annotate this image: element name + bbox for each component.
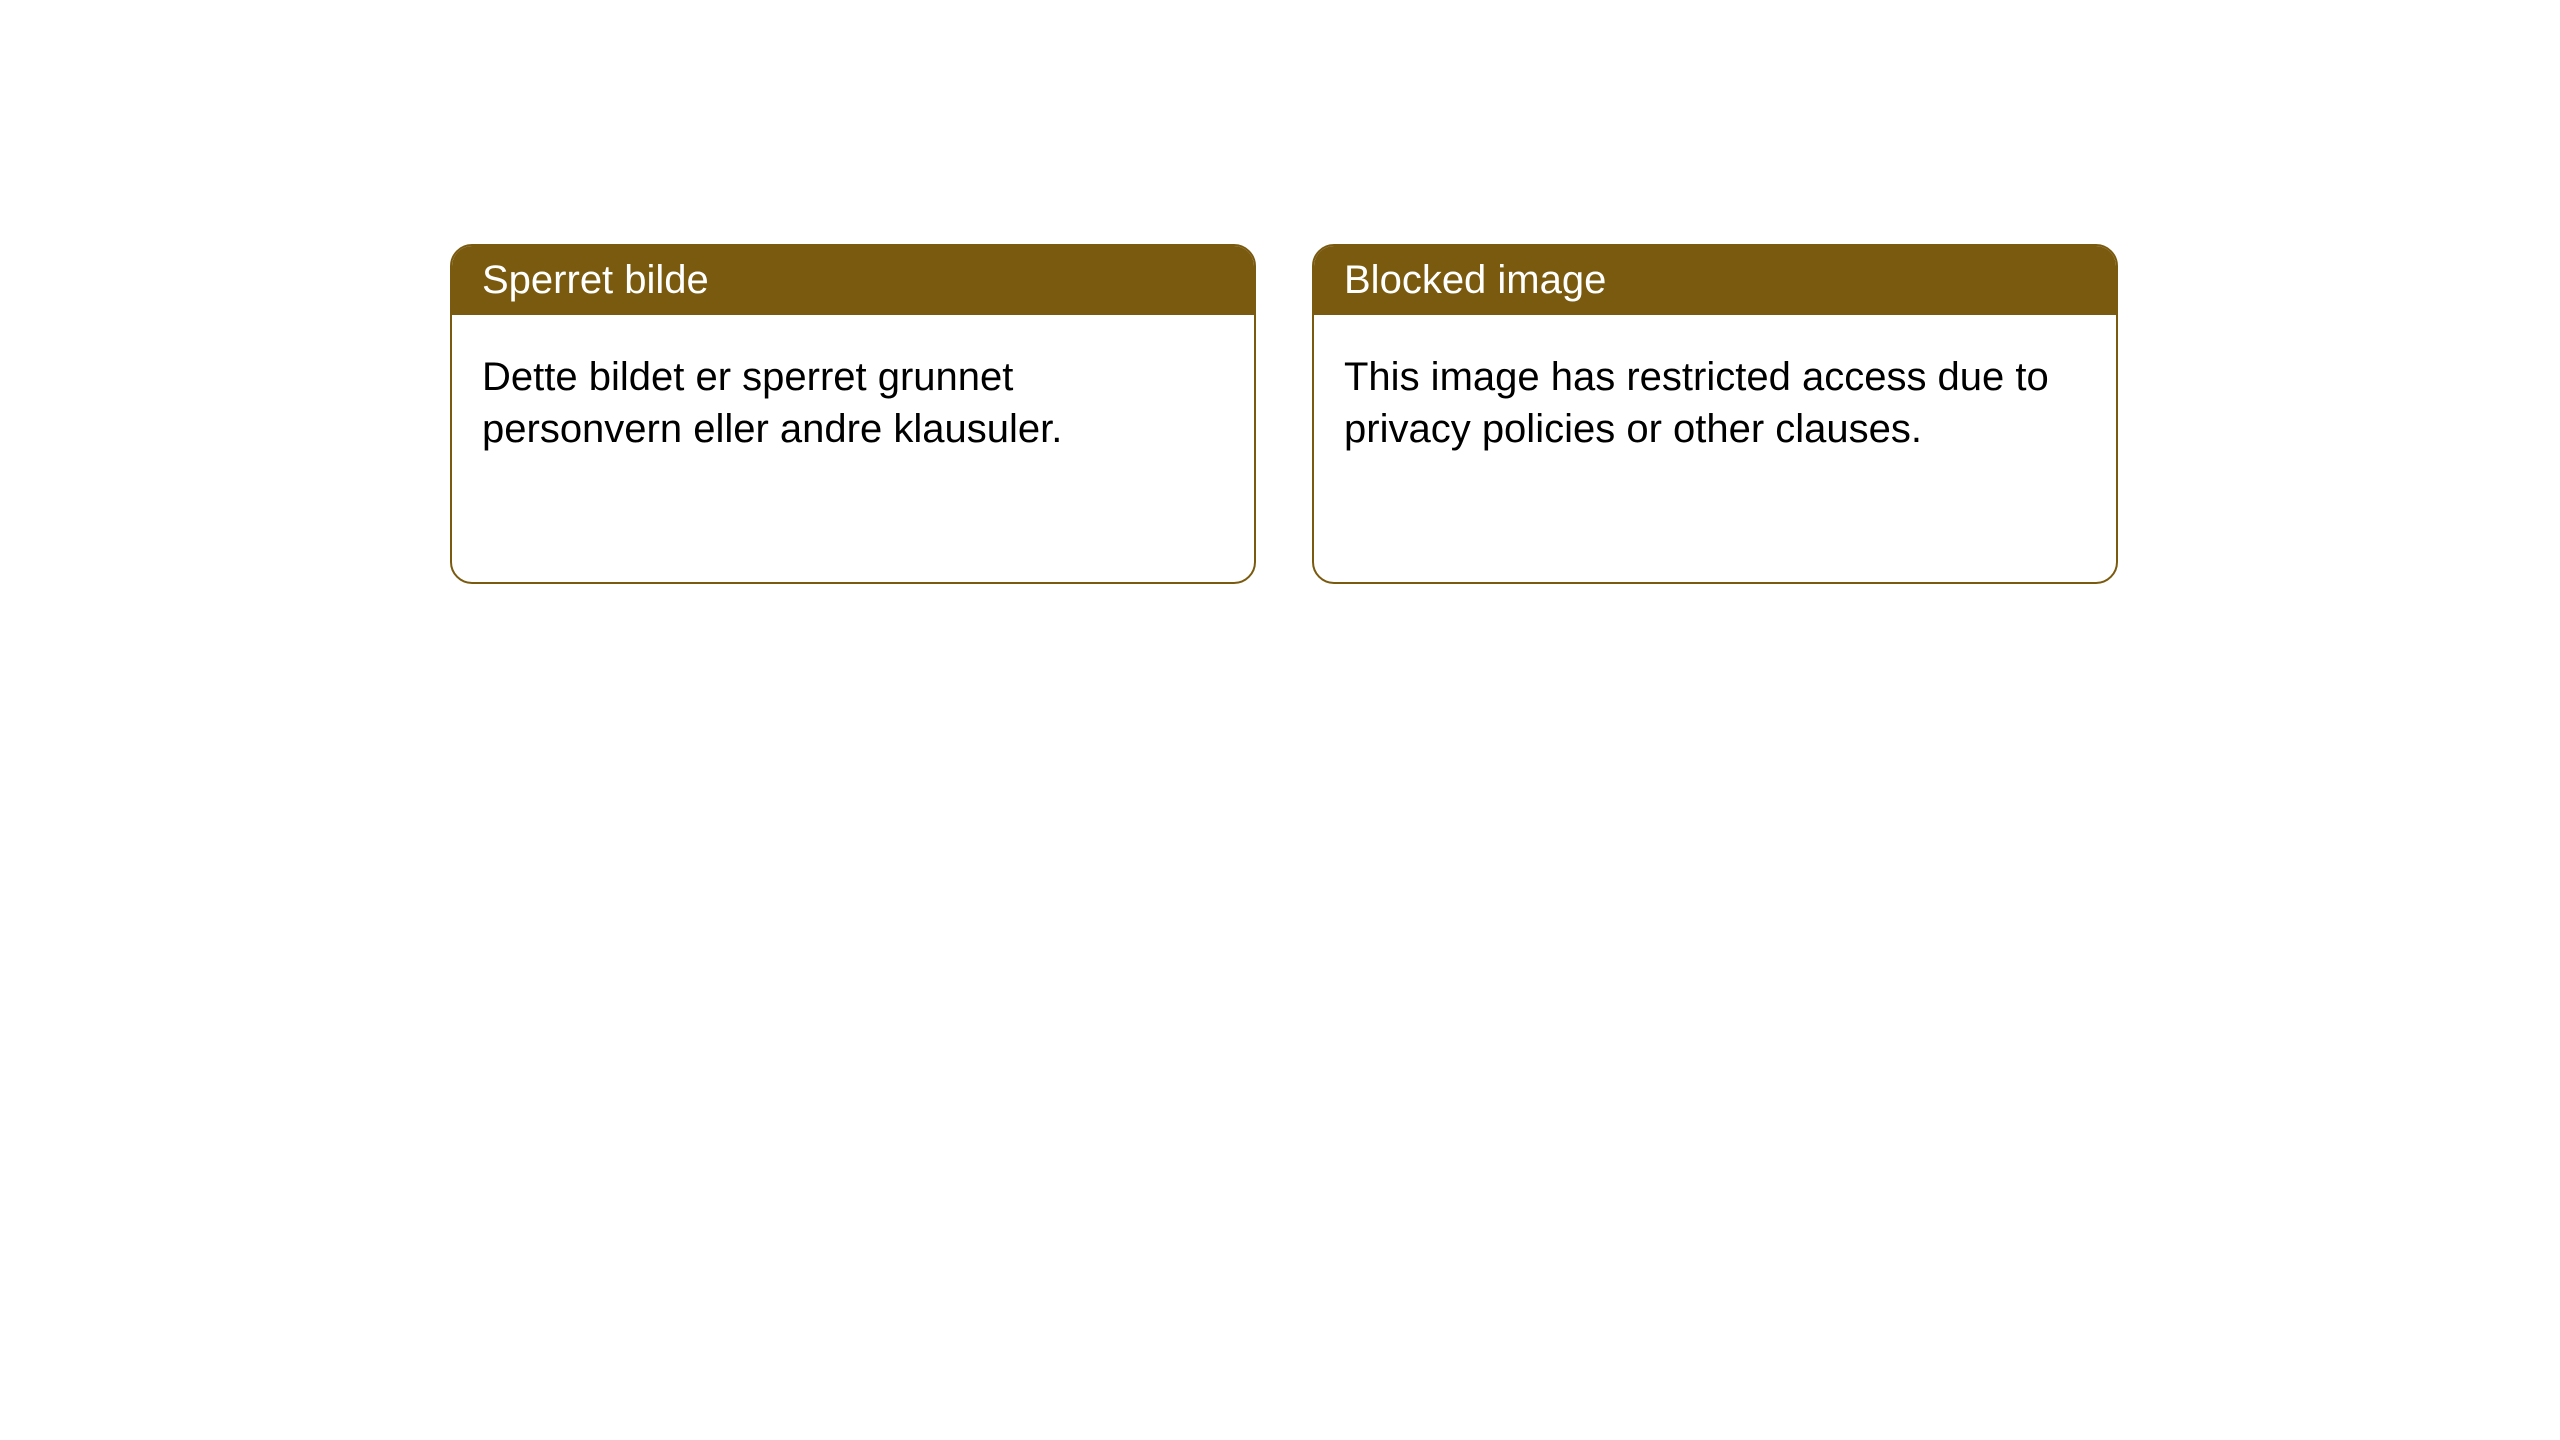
notice-header: Sperret bilde — [452, 246, 1254, 315]
notice-body: This image has restricted access due to … — [1314, 315, 2116, 491]
notice-body: Dette bildet er sperret grunnet personve… — [452, 315, 1254, 491]
notice-header: Blocked image — [1314, 246, 2116, 315]
notice-card-english: Blocked image This image has restricted … — [1312, 244, 2118, 584]
notice-card-norwegian: Sperret bilde Dette bildet er sperret gr… — [450, 244, 1256, 584]
notice-container: Sperret bilde Dette bildet er sperret gr… — [450, 244, 2118, 584]
